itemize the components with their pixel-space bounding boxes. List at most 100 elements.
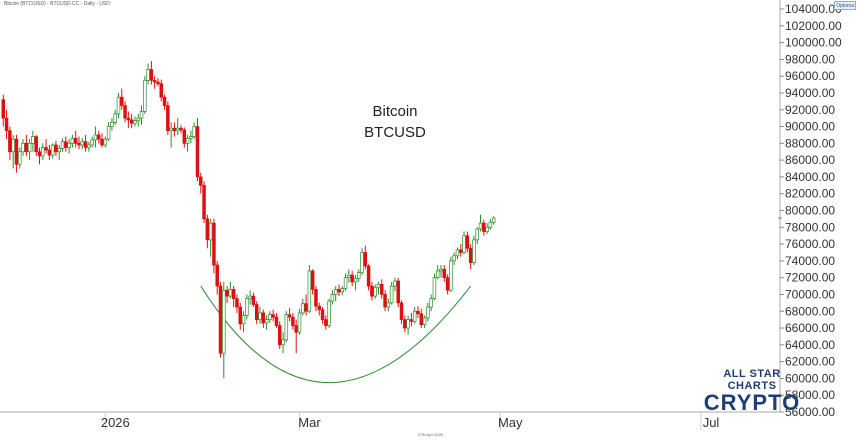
- candle-down: [172, 127, 177, 132]
- candle-up: [258, 312, 262, 320]
- y-tick-label: 70000.00: [785, 287, 835, 301]
- y-tick-label: 68000.00: [785, 304, 835, 318]
- candle-down: [468, 247, 473, 263]
- candle-down: [1, 99, 6, 119]
- candle-down: [54, 144, 58, 153]
- candle-down: [238, 306, 243, 325]
- candle-up: [133, 120, 137, 124]
- candle-down: [363, 252, 368, 267]
- candle-up: [353, 278, 358, 283]
- y-tick-label: 74000.00: [785, 254, 835, 268]
- candle-up: [462, 235, 466, 253]
- candle-down: [73, 137, 78, 144]
- y-tick-label: 98000.00: [785, 52, 835, 66]
- candle-down: [205, 218, 210, 241]
- candle-up: [475, 228, 479, 241]
- y-tick-label: 92000.00: [785, 103, 835, 117]
- candle-down: [465, 235, 470, 249]
- candle-down: [403, 319, 407, 329]
- candle-up: [103, 138, 108, 146]
- candle-up: [264, 319, 269, 324]
- brand-line2: CRYPTO: [703, 390, 801, 415]
- candle-up: [175, 127, 180, 132]
- candle-up: [11, 138, 15, 153]
- candle-down: [215, 264, 219, 287]
- y-tick-label: 78000.00: [785, 220, 835, 234]
- y-tick-label: 88000.00: [785, 136, 835, 150]
- brand-line1: ALL STAR CHARTS: [723, 368, 781, 392]
- candle-up: [284, 314, 289, 341]
- candle-down: [126, 117, 131, 121]
- candle-up: [241, 315, 246, 325]
- candle-up: [31, 136, 35, 144]
- candle-down: [166, 105, 170, 132]
- candle-up: [406, 319, 410, 329]
- candle-down: [64, 141, 68, 148]
- candle-up: [17, 151, 22, 165]
- candle-up: [110, 121, 114, 127]
- candle-up: [57, 148, 61, 153]
- candle-down: [291, 316, 295, 326]
- y-tick-label: 100000.00: [785, 36, 842, 50]
- x-axis-ticks: 2026 Mar May Jul: [101, 412, 719, 430]
- candle-up: [389, 285, 394, 304]
- candle-up: [485, 226, 489, 232]
- candle-down: [156, 81, 160, 85]
- candle-up: [27, 142, 32, 153]
- y-tick-label: 76000.00: [785, 237, 835, 251]
- candle-up: [281, 339, 285, 346]
- candle-down: [459, 249, 463, 253]
- y-tick-label: 62000.00: [785, 355, 835, 369]
- candle-down: [294, 325, 298, 333]
- candle-down: [271, 314, 275, 318]
- candle-down: [337, 289, 341, 293]
- candle-down: [225, 289, 229, 297]
- candle-down: [14, 138, 19, 165]
- candle-up: [491, 217, 496, 223]
- candle-down: [383, 294, 387, 308]
- candle-up: [347, 274, 351, 279]
- y-tick-label: 64000.00: [785, 338, 835, 352]
- candle-down: [37, 151, 42, 157]
- y-tick-label: 56000.00: [785, 405, 835, 419]
- optuma-logo: Optuma: [834, 1, 856, 10]
- candle-down: [416, 310, 420, 315]
- candle-down: [251, 295, 256, 305]
- candle-up: [429, 298, 433, 308]
- candle-down: [380, 284, 384, 295]
- candle-down: [482, 222, 486, 232]
- candle-up: [327, 300, 331, 326]
- candle-down: [320, 309, 325, 320]
- y-tick-label: 84000.00: [785, 170, 835, 184]
- candle-down: [195, 126, 200, 178]
- y-tick-label: 104000.00: [785, 2, 842, 16]
- candle-down: [409, 319, 414, 322]
- candle-up: [113, 113, 117, 123]
- candle-up: [432, 277, 437, 300]
- candle-down: [396, 280, 400, 304]
- candle-down: [304, 303, 308, 312]
- candle-up: [472, 239, 476, 263]
- candle-down: [366, 265, 371, 287]
- candle-down: [235, 298, 239, 308]
- candle-up: [248, 295, 252, 300]
- candle-up: [50, 144, 55, 156]
- candle-up: [488, 221, 493, 228]
- candle-down: [277, 325, 282, 346]
- candle-down: [254, 304, 259, 320]
- candle-up: [228, 289, 233, 297]
- candle-up: [208, 222, 213, 241]
- candle-up: [136, 117, 140, 122]
- candle-down: [96, 134, 101, 140]
- candle-up: [478, 222, 483, 230]
- candle-up: [297, 312, 302, 333]
- candle-down: [231, 289, 236, 300]
- candle-down: [287, 314, 292, 318]
- candle-up: [356, 272, 361, 279]
- candle-down: [324, 319, 328, 326]
- y-tick-label: 58000.00: [785, 388, 835, 402]
- candle-down: [274, 316, 279, 326]
- candle-up: [116, 96, 121, 115]
- candle-up: [67, 142, 71, 148]
